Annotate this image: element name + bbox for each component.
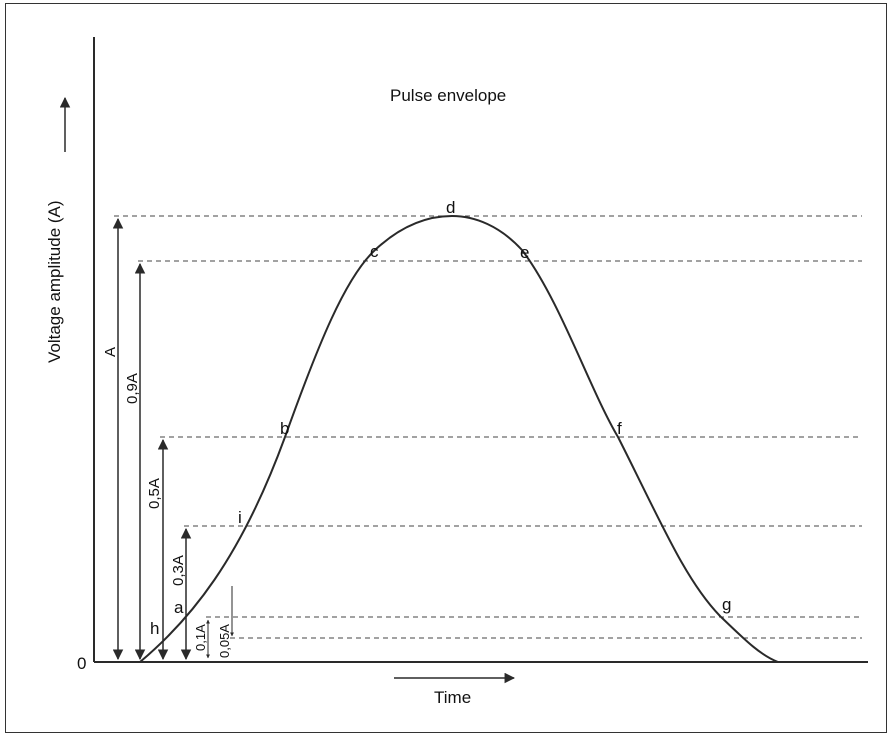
diagram-frame (5, 3, 887, 733)
level-label-0.1A: 0,1A (193, 624, 208, 651)
point-label-a: a (174, 598, 184, 617)
level-label-0.05A: 0,05A (217, 624, 232, 658)
point-label-d: d (446, 198, 455, 217)
level-label-0.9A: 0,9A (124, 373, 141, 404)
pulse-envelope-curve (139, 214, 779, 663)
point-label-e: e (520, 243, 529, 262)
level-label-0.5A: 0,5A (146, 478, 163, 509)
level-label-A: A (102, 347, 119, 357)
point-label-f: f (617, 419, 622, 438)
x-axis-label: Time (434, 688, 471, 707)
point-label-g: g (722, 595, 731, 614)
diagram-title: Pulse envelope (390, 86, 506, 105)
origin-label: 0 (77, 654, 86, 673)
point-label-h: h (150, 619, 159, 638)
y-axis-label: Voltage amplitude (A) (45, 200, 64, 363)
level-label-0.3A: 0,3A (170, 555, 187, 586)
point-label-i: i (238, 508, 242, 527)
point-label-b: b (280, 419, 289, 438)
point-label-c: c (370, 242, 379, 261)
